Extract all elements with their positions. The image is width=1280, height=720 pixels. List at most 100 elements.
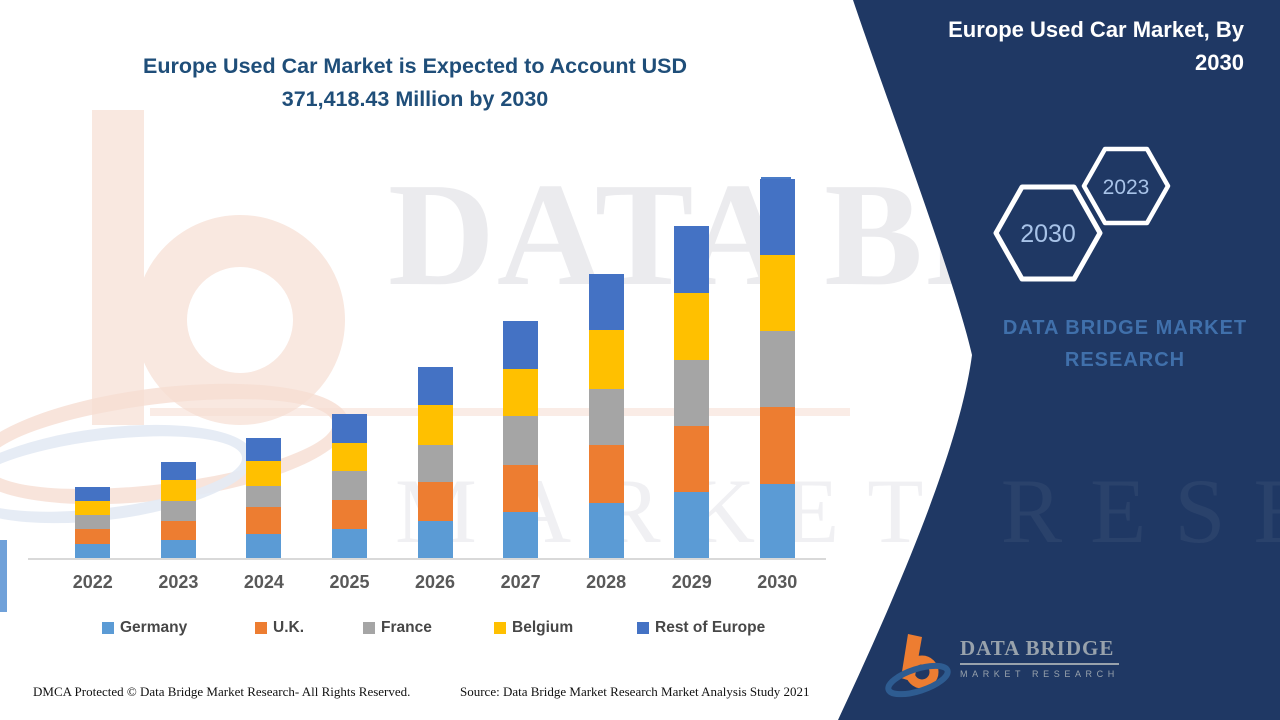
bar-segment-france-2022 bbox=[75, 515, 111, 529]
data-bridge-logo: DATA BRIDGE MARKET RESEARCH bbox=[884, 630, 1119, 702]
logo-name: DATA BRIDGE bbox=[960, 636, 1119, 665]
bar-segment-belgium-2027 bbox=[503, 368, 539, 417]
bar-segment-belgium-2024 bbox=[246, 461, 282, 487]
source-note: Source: Data Bridge Market Research Mark… bbox=[460, 684, 810, 699]
stacked-bar-2024 bbox=[246, 438, 282, 558]
x-axis-labels: 2022 2023 2024 2025 2026 2027 2028 2029 2030 bbox=[50, 572, 820, 593]
bar-segment-france-2026 bbox=[417, 444, 453, 483]
bar-segment-rest-of-europe-2026 bbox=[417, 367, 453, 406]
stacked-bar-2028 bbox=[588, 273, 624, 558]
bar-segment-belgium-2022 bbox=[75, 500, 111, 515]
bar-segment-u-k--2025 bbox=[331, 500, 367, 530]
brand-wordmark: DATA BRIDGE MARKET RESEARCH bbox=[985, 312, 1265, 376]
watermark-blue-edge-bar bbox=[0, 540, 7, 612]
legend-swatch-icon bbox=[255, 621, 267, 634]
bar-segment-germany-2027 bbox=[503, 511, 539, 558]
bar-segment-germany-2030 bbox=[759, 483, 795, 558]
legend-label: Rest of Europe bbox=[655, 619, 766, 636]
legend-item-france: France bbox=[363, 615, 432, 640]
bar-column-2023 bbox=[136, 178, 222, 558]
data-bridge-logo-icon bbox=[885, 634, 951, 698]
bar-column-2025 bbox=[307, 178, 393, 558]
panel-title-line2: 2030 bbox=[1195, 50, 1244, 75]
hexagon-2023 bbox=[1081, 146, 1171, 226]
bar-segment-germany-2025 bbox=[331, 529, 367, 558]
brand-wordmark-line1: DATA BRIDGE MARKET bbox=[1002, 317, 1248, 339]
brand-wordmark-line2: RESEARCH bbox=[1064, 349, 1186, 371]
bar-segment-france-2028 bbox=[588, 388, 624, 446]
bar-segment-france-2025 bbox=[331, 471, 367, 501]
bar-segment-rest-of-europe-2023 bbox=[160, 461, 196, 481]
bar-segment-u-k--2023 bbox=[160, 521, 196, 541]
hexagon-2030 bbox=[993, 184, 1103, 282]
x-axis-label-2030: 2030 bbox=[757, 572, 798, 592]
panel-title: Europe Used Car Market, By 2030 bbox=[904, 13, 1244, 79]
stacked-bar-2027 bbox=[503, 320, 539, 558]
x-axis-label-2026: 2026 bbox=[415, 572, 456, 592]
bar-segment-france-2024 bbox=[246, 486, 282, 508]
bar-segment-rest-of-europe-2022 bbox=[75, 487, 111, 501]
legend-swatch-icon bbox=[637, 621, 649, 634]
chart-title-line1: Europe Used Car Market is Expected to Ac… bbox=[143, 54, 687, 78]
chart-title-line2: 371,418.43 Million by 2030 bbox=[281, 87, 549, 111]
bar-segment-u-k--2024 bbox=[246, 507, 282, 534]
bar-column-2029 bbox=[649, 178, 735, 558]
logo-text-block: DATA BRIDGE MARKET RESEARCH bbox=[960, 636, 1119, 679]
bar-segment-germany-2024 bbox=[246, 533, 282, 558]
legend-label: Germany bbox=[120, 619, 188, 636]
legend-item-rest-of-europe: Rest of Europe bbox=[637, 615, 765, 640]
bar-column-2026 bbox=[392, 178, 478, 558]
bar-segment-rest-of-europe-2030 bbox=[759, 179, 795, 256]
watermark-overlay-on-panel: MARKET RESEARCH bbox=[395, 460, 1280, 562]
bar-segment-france-2027 bbox=[503, 416, 539, 466]
bar-segment-germany-2028 bbox=[588, 502, 624, 558]
bar-segment-france-2023 bbox=[160, 500, 196, 522]
bar-segment-belgium-2026 bbox=[417, 405, 453, 445]
legend-label: U.K. bbox=[273, 619, 304, 636]
stacked-bar-2023 bbox=[160, 461, 196, 558]
logo-subname: MARKET RESEARCH bbox=[960, 669, 1119, 679]
legend-item-belgium: Belgium bbox=[494, 615, 573, 640]
bar-segment-germany-2022 bbox=[75, 544, 111, 558]
bar-segment-u-k--2029 bbox=[674, 426, 710, 492]
stacked-bar-chart bbox=[50, 178, 820, 558]
bar-segment-germany-2029 bbox=[674, 492, 710, 558]
x-axis-label-2027: 2027 bbox=[500, 572, 541, 592]
bar-segment-u-k--2030 bbox=[759, 407, 795, 484]
bar-segment-u-k--2026 bbox=[417, 482, 453, 522]
watermark-logo-stem bbox=[92, 110, 144, 425]
x-axis-label-2022: 2022 bbox=[72, 572, 113, 592]
x-axis-label-2023: 2023 bbox=[158, 572, 199, 592]
stacked-bar-2030 bbox=[759, 179, 795, 558]
bar-segment-u-k--2022 bbox=[75, 529, 111, 544]
bar-segment-belgium-2029 bbox=[674, 293, 710, 360]
bar-segment-germany-2026 bbox=[417, 521, 453, 558]
stacked-bar-2025 bbox=[331, 414, 367, 558]
bar-column-2022 bbox=[50, 178, 136, 558]
x-axis-label-2029: 2029 bbox=[671, 572, 712, 592]
chart-title: Europe Used Car Market is Expected to Ac… bbox=[85, 50, 745, 116]
side-panel-polygon bbox=[838, 0, 1280, 720]
panel-title-line1: Europe Used Car Market, By bbox=[948, 17, 1244, 42]
bar-column-2024 bbox=[221, 178, 307, 558]
bar-segment-belgium-2023 bbox=[160, 480, 196, 501]
bar-segment-belgium-2025 bbox=[331, 443, 367, 472]
bar-segment-france-2030 bbox=[759, 331, 795, 408]
bar-segment-france-2029 bbox=[674, 359, 710, 427]
bar-column-2030 bbox=[735, 178, 821, 558]
bar-segment-belgium-2028 bbox=[588, 330, 624, 389]
stacked-bar-2029 bbox=[674, 226, 710, 558]
legend-swatch-icon bbox=[494, 621, 506, 634]
logo-swoosh bbox=[885, 662, 951, 698]
legend-item-germany: Germany bbox=[102, 615, 187, 640]
x-axis-label-2025: 2025 bbox=[329, 572, 370, 592]
bar-segment-belgium-2030 bbox=[759, 255, 795, 332]
x-axis-label-2028: 2028 bbox=[586, 572, 627, 592]
dmca-notice: DMCA Protected © Data Bridge Market Rese… bbox=[33, 684, 411, 699]
bar-segment-u-k--2028 bbox=[588, 445, 624, 503]
bar-segment-u-k--2027 bbox=[503, 465, 539, 512]
legend-label: France bbox=[381, 619, 432, 636]
bar-segment-rest-of-europe-2028 bbox=[588, 273, 624, 331]
legend-swatch-icon bbox=[102, 621, 114, 634]
